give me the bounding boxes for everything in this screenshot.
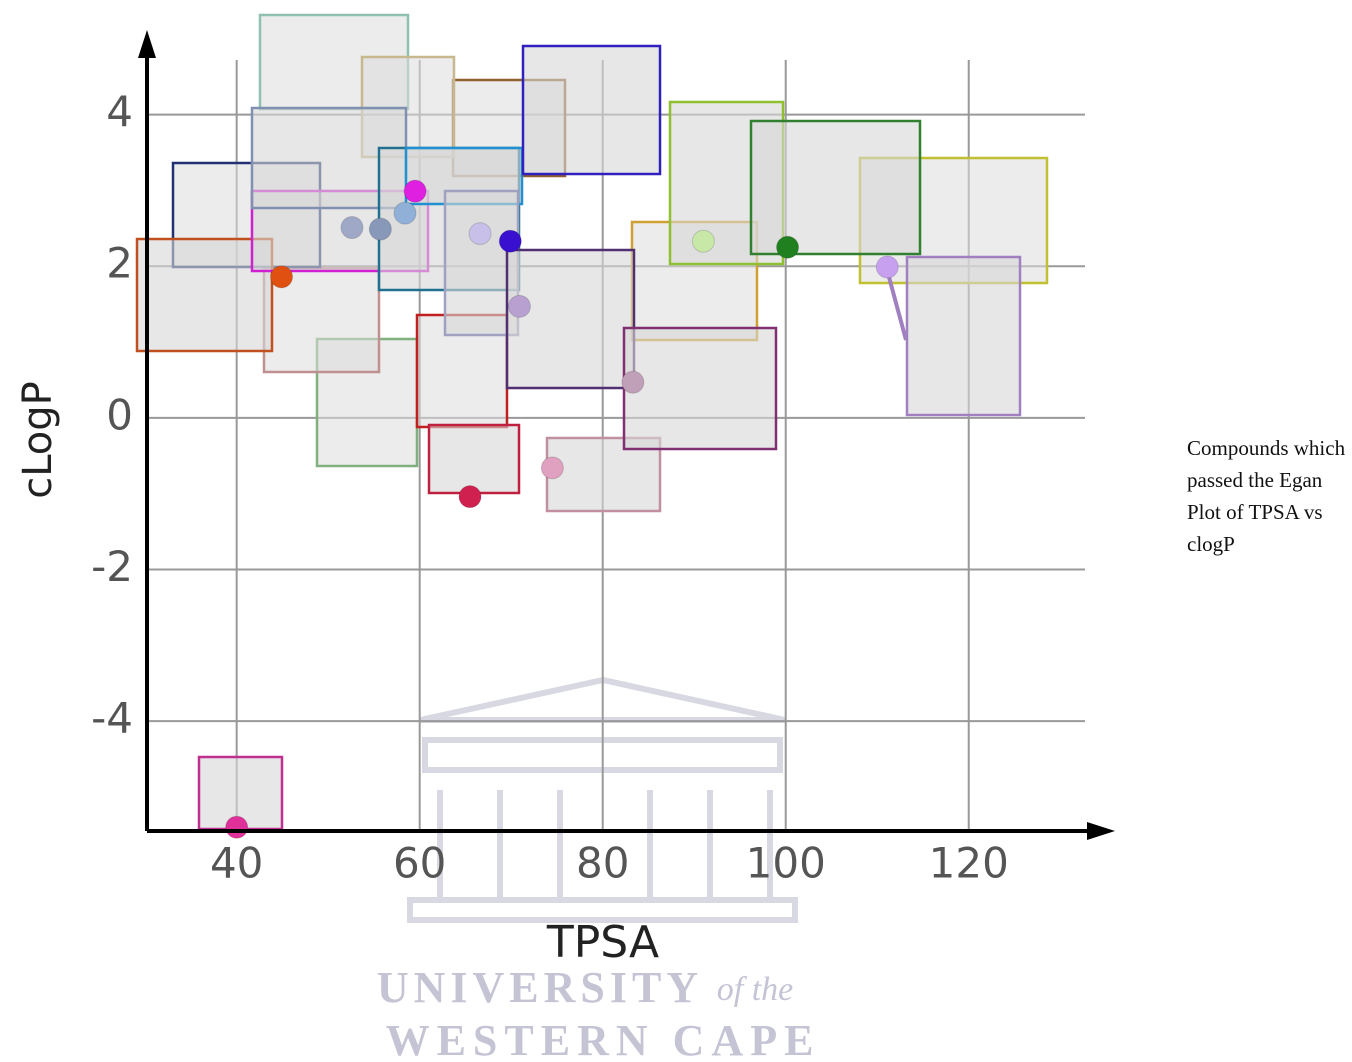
caption: Compounds which passed the Egan Plot of … [1187,436,1346,556]
point [507,294,531,318]
x-tick-label: 60 [393,839,446,888]
points [225,179,899,839]
point [403,179,427,203]
x-axis-title: TPSA [546,917,659,968]
point [368,217,392,241]
x-tick-label: 100 [746,839,826,888]
y-tick-label: -4 [91,694,133,743]
structure-box [905,255,1022,417]
watermark-text: UNIVERSITY [377,963,703,1012]
structure-box [521,44,662,176]
y-axis-arrow [138,30,156,58]
structure-box [622,326,778,451]
point [498,229,522,253]
structure-box [749,119,922,256]
watermark-text: WESTERN CAPE [386,1016,821,1062]
point [875,255,899,279]
point [621,370,645,394]
point [225,815,249,839]
point [691,229,715,253]
x-axis-arrow [1087,822,1115,840]
point [393,201,417,225]
x-tick-label: 120 [929,839,1009,888]
structure-box [427,423,521,495]
y-tick-label: -2 [91,542,133,591]
point [776,235,800,259]
point [540,456,564,480]
point [468,222,492,246]
y-tick-label: 2 [106,239,133,288]
point [270,265,294,289]
x-tick-label: 80 [576,839,629,888]
structure-box [135,237,274,353]
y-tick-label: 4 [106,87,133,136]
leader-line [884,265,908,341]
structure-box [262,266,381,374]
y-axis-title: cLogP [15,381,61,499]
structure-box [505,248,636,390]
structure-boxes [135,13,1049,831]
watermark-text: of the [717,971,793,1008]
x-tick-label: 40 [210,839,263,888]
point [340,216,364,240]
point [458,485,482,509]
y-tick-label: 0 [106,390,133,439]
